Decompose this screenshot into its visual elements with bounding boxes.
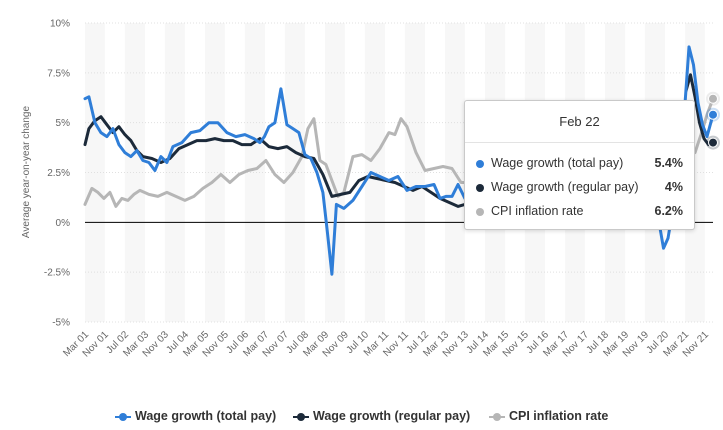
legend: Wage growth (total pay) Wage growth (reg… <box>0 408 723 426</box>
y-tick-label: 5% <box>56 118 71 129</box>
plot-band <box>364 23 386 322</box>
tooltip-series-name: Wage growth (regular pay) <box>491 180 639 194</box>
y-tick-label: -5% <box>52 318 70 329</box>
legend-line-icon <box>489 412 505 422</box>
y-tick-label: 7.5% <box>47 68 70 79</box>
legend-line-icon <box>115 412 131 422</box>
legend-label: Wage growth (total pay) <box>135 409 277 423</box>
tooltip-series-value: 6.2% <box>654 204 684 218</box>
series-line-0 <box>83 87 467 276</box>
legend-label: Wage growth (regular pay) <box>313 409 471 423</box>
tooltip-series-value: 4% <box>664 180 683 194</box>
y-axis-ticks: 10% 7.5% 5% 2.5% 0% -2.5% -5% <box>44 19 70 329</box>
y-tick-label: 10% <box>50 19 70 30</box>
tooltip: Feb 22 Wage growth (total pay) 5.4% Wage… <box>464 100 695 230</box>
legend-label: CPI inflation rate <box>509 409 609 423</box>
plot-band <box>164 23 185 322</box>
y-tick-label: -2.5% <box>44 268 70 279</box>
hover-marker <box>708 93 718 104</box>
plot-band <box>284 23 305 322</box>
series-markers <box>706 91 720 150</box>
tooltip-row-regular-pay: Wage growth (regular pay) 4% <box>465 178 694 202</box>
tooltip-row-cpi: CPI inflation rate 6.2% <box>465 202 694 226</box>
tooltip-series-name: CPI inflation rate <box>491 204 584 218</box>
series-line-2 <box>83 117 467 208</box>
tooltip-dot-icon <box>476 184 484 192</box>
tooltip-dot-icon <box>476 208 484 216</box>
y-tick-label: 2.5% <box>47 168 70 179</box>
tooltip-title: Feb 22 <box>465 101 694 143</box>
hover-marker <box>708 137 718 148</box>
y-tick-label: 0% <box>56 218 71 229</box>
tooltip-row-total-pay: Wage growth (total pay) 5.4% <box>465 154 694 178</box>
tooltip-series-name: Wage growth (total pay) <box>491 156 624 170</box>
hover-marker <box>708 109 718 120</box>
series-line-1 <box>83 115 467 208</box>
plot-band <box>124 23 146 322</box>
tooltip-dot-icon <box>476 160 484 168</box>
plot-band <box>244 23 266 322</box>
tooltip-series-value: 5.4% <box>654 156 684 170</box>
y-axis-label: Average year-on-year change <box>21 106 32 239</box>
legend-line-icon <box>293 412 309 422</box>
plot-band <box>404 23 425 322</box>
